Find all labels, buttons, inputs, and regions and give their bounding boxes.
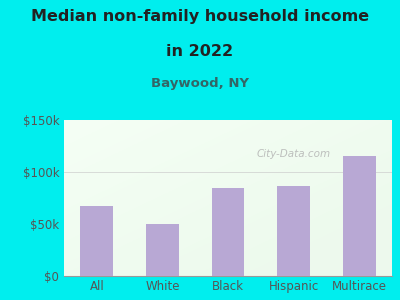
Text: Median non-family household income: Median non-family household income [31,9,369,24]
Bar [343,156,376,276]
Text: Baywood, NY: Baywood, NY [151,76,249,89]
Bar [212,188,244,276]
Bar [80,206,113,276]
Bar [146,224,179,276]
Text: City-Data.com: City-Data.com [256,149,331,159]
Text: in 2022: in 2022 [166,44,234,59]
Bar [277,185,310,276]
